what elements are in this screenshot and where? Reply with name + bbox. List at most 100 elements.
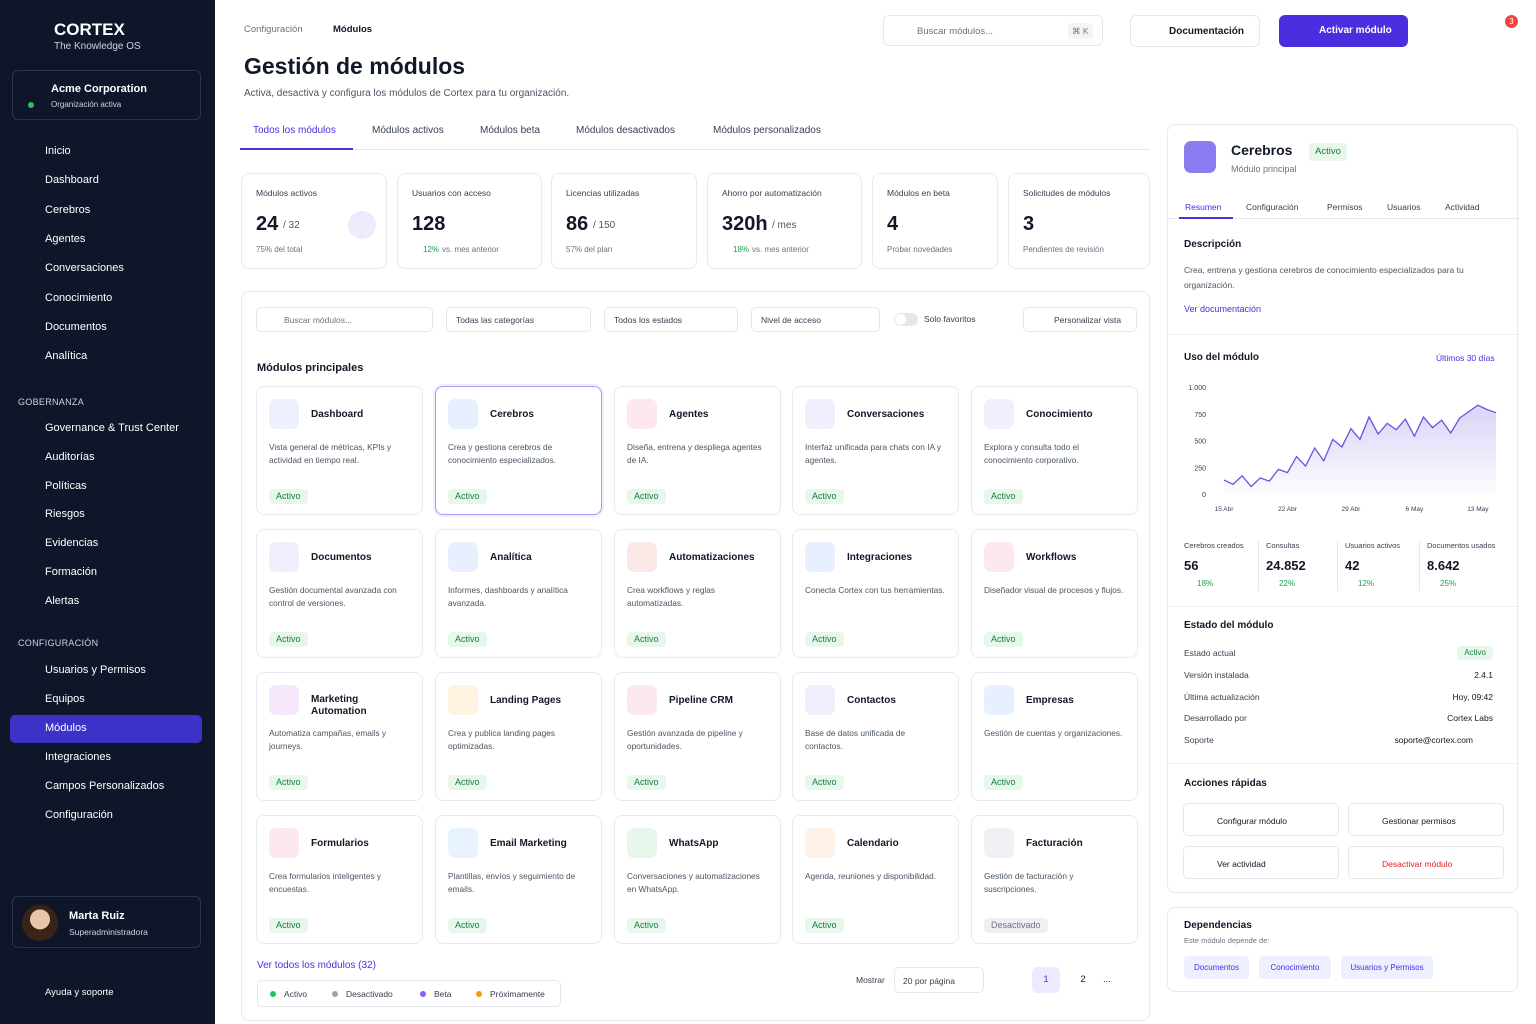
- dependency-chip[interactable]: Usuarios y Permisos: [1341, 956, 1433, 979]
- tab[interactable]: Módulos beta: [480, 125, 541, 136]
- module-card[interactable]: Integraciones Conecta Cortex con tus herr…: [792, 529, 959, 658]
- doc-link[interactable]: Ver documentación: [1184, 304, 1262, 314]
- nav-item[interactable]: Módulos: [10, 715, 202, 743]
- filter-select[interactable]: Nivel de acceso: [751, 307, 880, 332]
- action-button[interactable]: Configurar módulo: [1183, 803, 1339, 836]
- module-card[interactable]: Pipeline CRM Gestión avanzada de pipeline…: [614, 672, 781, 801]
- module-card[interactable]: Conocimiento Explora y consulta todo el c…: [971, 386, 1138, 515]
- stat-icon-bg: [503, 211, 531, 239]
- customize-button[interactable]: Personalizar vista: [1023, 307, 1137, 332]
- user-card[interactable]: Marta Ruiz Superadministradora: [12, 896, 201, 948]
- module-description: Diseña, entrena y despliega agentes de I…: [627, 442, 762, 466]
- nav-item[interactable]: Dashboard: [10, 167, 202, 195]
- docs-button[interactable]: Documentación: [1130, 15, 1260, 47]
- org-switcher[interactable]: Acme Corporation Organización activa: [12, 70, 201, 120]
- page-button[interactable]: 2: [1080, 974, 1086, 985]
- module-icon-bg: [805, 685, 835, 715]
- nav-item[interactable]: Conversaciones: [10, 255, 202, 283]
- nav-item[interactable]: Riesgos: [10, 501, 202, 529]
- nav-item[interactable]: Documentos: [10, 314, 202, 342]
- detail-tab[interactable]: Permisos: [1327, 202, 1363, 212]
- chart-title: Uso del módulo: [1184, 352, 1259, 363]
- primary-button[interactable]: Activar módulo: [1279, 15, 1408, 47]
- nav-item[interactable]: Políticas: [10, 473, 202, 501]
- nav-item[interactable]: Conocimiento: [10, 285, 202, 313]
- module-card[interactable]: Analítica Informes, dashboards y analític…: [435, 529, 602, 658]
- module-card[interactable]: Empresas Gestión de cuentas y organizacio…: [971, 672, 1138, 801]
- nav-item[interactable]: Auditorías: [10, 444, 202, 472]
- tab[interactable]: Módulos desactivados: [576, 125, 675, 136]
- module-card[interactable]: Facturación Gestión de facturación y susc…: [971, 815, 1138, 944]
- nav-item[interactable]: Campos Personalizados: [10, 773, 202, 801]
- nav-item[interactable]: Equipos: [10, 686, 202, 714]
- filter-select[interactable]: Todas las categorías: [446, 307, 591, 332]
- module-card[interactable]: Conversaciones Interfaz unificada para ch…: [792, 386, 959, 515]
- action-button[interactable]: Ver actividad: [1183, 846, 1339, 879]
- detail-tab[interactable]: Usuarios: [1387, 202, 1421, 212]
- module-description: Crea y gestiona cerebros de conocimiento…: [448, 442, 556, 466]
- module-card[interactable]: WhatsApp Conversaciones y automatizacione…: [614, 815, 781, 944]
- nav-item[interactable]: Analítica: [10, 343, 202, 371]
- module-status: Activo: [627, 775, 666, 790]
- page-button[interactable]: ...: [1103, 974, 1111, 985]
- tab[interactable]: Todos los módulos: [253, 125, 336, 136]
- nav-item[interactable]: Inicio: [10, 138, 202, 166]
- filter-search[interactable]: Buscar módulos...: [256, 307, 433, 332]
- metric-value: 56: [1184, 558, 1199, 573]
- nav-item[interactable]: Configuración: [10, 802, 202, 830]
- module-icon-bg: [984, 399, 1014, 429]
- module-card[interactable]: Documentos Gestión documental avanzada co…: [256, 529, 423, 658]
- module-card[interactable]: Workflows Diseñador visual de procesos y …: [971, 529, 1138, 658]
- module-card[interactable]: Landing Pages Crea y publica landing page…: [435, 672, 602, 801]
- metric-trend: 25%: [1440, 579, 1457, 588]
- module-card[interactable]: Dashboard Vista general de métricas, KPIs…: [256, 386, 423, 515]
- metric-value: 24.852: [1266, 558, 1306, 573]
- per-page-select[interactable]: 20 por página: [894, 967, 984, 993]
- nav-item[interactable]: Evidencias: [10, 530, 202, 558]
- legend-dot: [420, 991, 426, 997]
- action-button[interactable]: Gestionar permisos: [1348, 803, 1504, 836]
- module-icon-bg: [984, 685, 1014, 715]
- tab[interactable]: Módulos activos: [372, 125, 444, 136]
- nav-item[interactable]: Integraciones: [10, 744, 202, 772]
- nav-item[interactable]: Usuarios y Permisos: [10, 657, 202, 685]
- dependency-chip[interactable]: Documentos: [1184, 956, 1249, 979]
- nav-label: Alertas: [45, 594, 80, 607]
- module-card[interactable]: Automatizaciones Crea workflows y reglas …: [614, 529, 781, 658]
- favorites-toggle[interactable]: [894, 313, 918, 326]
- detail-tab[interactable]: Actividad: [1445, 202, 1480, 212]
- x-tick-label: 6 May: [1406, 506, 1424, 513]
- module-card[interactable]: Agentes Diseña, entrena y despliega agent…: [614, 386, 781, 515]
- module-card[interactable]: Marketing Automation Automatiza campañas,…: [256, 672, 423, 801]
- action-button[interactable]: Desactivar módulo: [1348, 846, 1504, 879]
- help-link[interactable]: Ayuda y soporte: [45, 987, 114, 998]
- chart-range[interactable]: Últimos 30 días: [1436, 353, 1495, 363]
- nav-item[interactable]: Alertas: [10, 588, 202, 616]
- nav-label: Conversaciones: [45, 262, 124, 275]
- status-value: soporte@cortex.com: [1394, 735, 1473, 745]
- nav-item[interactable]: Formación: [10, 559, 202, 587]
- detail-tab[interactable]: Resumen: [1185, 202, 1222, 212]
- detail-tab[interactable]: Configuración: [1246, 202, 1299, 212]
- stat-value: 4: [887, 213, 899, 235]
- header-search[interactable]: Buscar módulos... ⌘ K: [883, 15, 1103, 46]
- dependency-chip[interactable]: Conocimiento: [1259, 956, 1331, 979]
- view-all-link[interactable]: Ver todos los módulos (32): [257, 960, 376, 971]
- user-name: Marta Ruiz: [69, 910, 125, 922]
- module-card[interactable]: Formularios Crea formularios inteligentes…: [256, 815, 423, 944]
- tab[interactable]: Módulos personalizados: [713, 125, 821, 136]
- nav-item[interactable]: Cerebros: [10, 197, 202, 225]
- module-card[interactable]: Email Marketing Plantillas, envíos y segu…: [435, 815, 602, 944]
- module-card[interactable]: Calendario Agenda, reuniones y disponibil…: [792, 815, 959, 944]
- nav-item[interactable]: Governance & Trust Center: [10, 415, 202, 443]
- page-button[interactable]: 1: [1032, 967, 1060, 993]
- module-icon-bg: [805, 542, 835, 572]
- module-status: Activo: [805, 918, 844, 933]
- module-icon-bg: [448, 828, 478, 858]
- filter-select[interactable]: Todos los estados: [604, 307, 738, 332]
- module-card[interactable]: Contactos Base de datos unificada de cont…: [792, 672, 959, 801]
- nav-item[interactable]: Agentes: [10, 226, 202, 254]
- divider: [1168, 334, 1519, 335]
- module-card[interactable]: Cerebros Crea y gestiona cerebros de cono…: [435, 386, 602, 515]
- brand-tagline: The Knowledge OS: [54, 41, 141, 52]
